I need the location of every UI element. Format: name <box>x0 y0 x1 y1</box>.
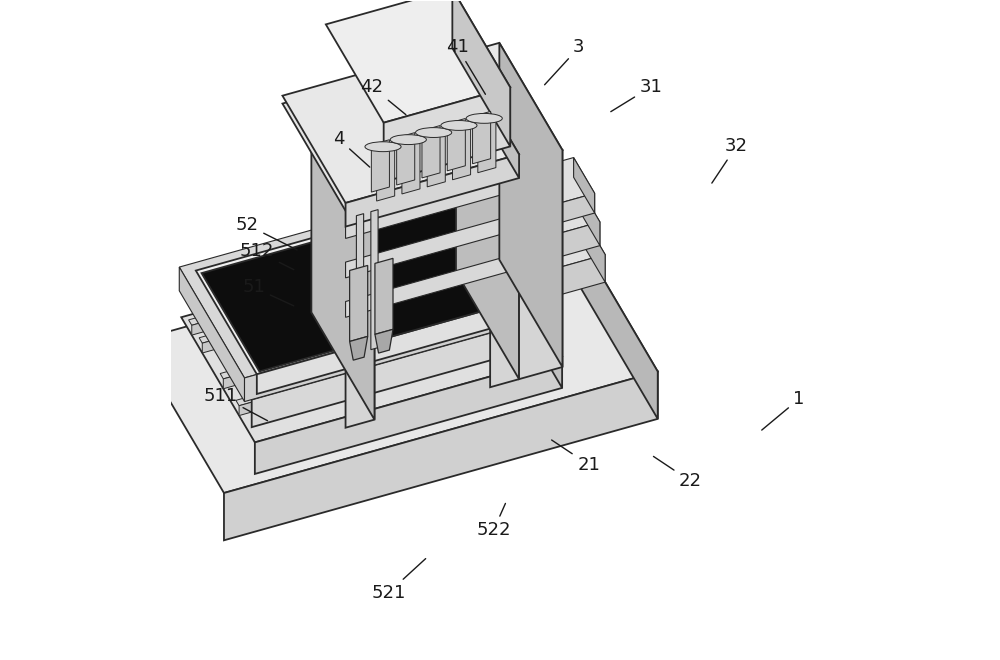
Polygon shape <box>371 140 389 192</box>
Polygon shape <box>397 133 415 185</box>
Polygon shape <box>257 298 528 394</box>
Polygon shape <box>311 96 374 420</box>
Polygon shape <box>510 222 600 271</box>
Polygon shape <box>574 201 605 282</box>
Polygon shape <box>483 201 605 280</box>
Polygon shape <box>244 297 534 401</box>
Polygon shape <box>375 258 393 335</box>
Polygon shape <box>282 96 374 211</box>
Polygon shape <box>346 253 519 317</box>
Polygon shape <box>252 319 541 427</box>
Polygon shape <box>315 197 521 341</box>
Polygon shape <box>202 257 510 353</box>
Polygon shape <box>346 203 374 428</box>
Polygon shape <box>236 314 546 406</box>
Polygon shape <box>478 120 496 173</box>
Text: 42: 42 <box>360 78 406 115</box>
Polygon shape <box>483 178 600 248</box>
Polygon shape <box>326 0 510 123</box>
Polygon shape <box>346 154 519 218</box>
Ellipse shape <box>416 127 452 137</box>
Polygon shape <box>239 319 546 416</box>
Polygon shape <box>427 55 519 170</box>
Polygon shape <box>179 267 244 401</box>
Polygon shape <box>346 154 519 226</box>
Polygon shape <box>181 231 562 442</box>
Polygon shape <box>456 55 519 379</box>
Polygon shape <box>568 220 658 419</box>
Text: 22: 22 <box>653 457 702 490</box>
Polygon shape <box>189 234 499 325</box>
Polygon shape <box>422 125 440 178</box>
Text: 3: 3 <box>545 38 585 84</box>
Text: 52: 52 <box>235 216 297 250</box>
Text: 522: 522 <box>476 504 511 539</box>
Polygon shape <box>453 127 471 180</box>
Polygon shape <box>377 148 395 201</box>
Polygon shape <box>515 255 605 308</box>
Ellipse shape <box>390 135 426 145</box>
Polygon shape <box>371 210 378 350</box>
Polygon shape <box>499 43 562 367</box>
Polygon shape <box>375 329 393 353</box>
Polygon shape <box>427 135 445 187</box>
Polygon shape <box>282 47 519 203</box>
Polygon shape <box>488 231 562 388</box>
Polygon shape <box>202 200 520 372</box>
Polygon shape <box>356 214 364 354</box>
Text: 21: 21 <box>552 440 600 474</box>
Text: 521: 521 <box>371 558 426 602</box>
Polygon shape <box>473 203 541 346</box>
Polygon shape <box>456 43 562 162</box>
Polygon shape <box>346 174 519 238</box>
Ellipse shape <box>441 121 477 131</box>
Polygon shape <box>384 87 510 182</box>
Polygon shape <box>224 372 658 541</box>
Text: 31: 31 <box>611 78 663 112</box>
Polygon shape <box>220 288 531 379</box>
Polygon shape <box>452 0 510 147</box>
Polygon shape <box>447 118 465 171</box>
Text: 41: 41 <box>446 38 485 94</box>
Polygon shape <box>255 356 562 474</box>
Ellipse shape <box>365 142 401 152</box>
Polygon shape <box>350 337 368 360</box>
Polygon shape <box>519 150 562 379</box>
Polygon shape <box>179 186 534 378</box>
Polygon shape <box>135 220 658 493</box>
Polygon shape <box>574 178 600 246</box>
Polygon shape <box>192 239 499 335</box>
Text: 512: 512 <box>240 242 294 269</box>
Polygon shape <box>350 265 368 341</box>
Text: 51: 51 <box>242 279 294 306</box>
Polygon shape <box>574 158 595 213</box>
Polygon shape <box>402 141 420 194</box>
Polygon shape <box>183 203 541 399</box>
Text: 511: 511 <box>204 387 268 420</box>
Polygon shape <box>483 158 595 218</box>
Ellipse shape <box>466 114 502 123</box>
Polygon shape <box>346 214 519 278</box>
Polygon shape <box>490 162 519 387</box>
Polygon shape <box>473 112 491 164</box>
Text: 1: 1 <box>762 390 805 430</box>
Text: 32: 32 <box>712 137 748 183</box>
Polygon shape <box>196 195 528 374</box>
Polygon shape <box>223 293 531 389</box>
Polygon shape <box>456 47 519 178</box>
Text: 4: 4 <box>333 131 370 167</box>
Polygon shape <box>199 251 510 343</box>
Polygon shape <box>504 193 595 238</box>
